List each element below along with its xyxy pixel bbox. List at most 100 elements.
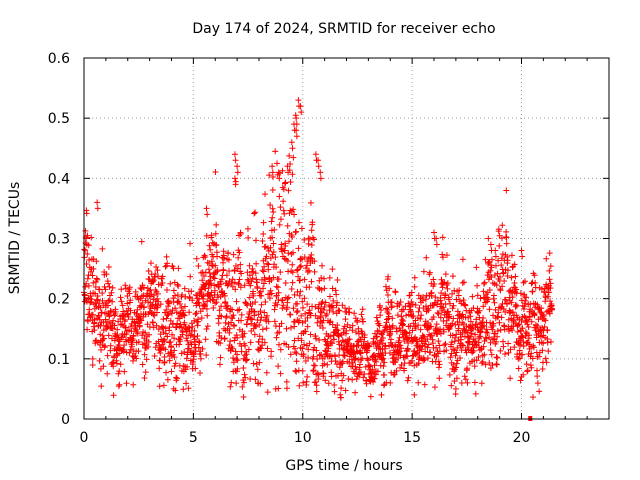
data-point [293,127,300,134]
data-point [336,307,343,314]
data-point [516,347,523,354]
data-point [135,338,142,345]
data-point [163,315,170,322]
data-point [505,340,512,347]
data-point [269,163,276,170]
data-point [253,260,260,267]
data-point [234,307,241,314]
data-point [455,325,462,332]
data-point [258,345,265,352]
data-point [349,359,356,366]
data-point [289,145,296,152]
data-point [295,97,302,104]
data-point [539,347,546,354]
data-point [503,234,510,241]
data-point [293,309,300,316]
data-point [257,317,264,324]
data-point [175,298,182,305]
data-point [159,273,166,280]
data-point [309,219,316,226]
data-point [518,373,525,380]
data-point [154,290,161,297]
data-point [422,348,429,355]
data-point [380,363,387,370]
data-point [211,275,218,282]
data-point [124,300,131,307]
data-point [84,250,91,257]
data-point [418,312,425,319]
data-point [277,204,284,211]
data-point [365,342,372,349]
data-point [240,364,247,371]
data-point [432,294,439,301]
data-point [277,216,284,223]
data-point [243,321,250,328]
data-point [374,333,381,340]
data-point [487,267,494,274]
data-point [458,336,465,343]
data-point [531,312,538,319]
data-point [495,309,502,316]
data-point [260,231,267,238]
data-point [304,314,311,321]
data-point [544,293,551,300]
data-point [285,238,292,245]
data-point [213,221,220,228]
data-point [168,352,175,359]
data-point [397,364,404,371]
data-point [244,269,251,276]
data-point [481,279,488,286]
data-point [317,305,324,312]
data-point [258,314,265,321]
data-point [480,343,487,350]
data-point [98,383,105,390]
data-point [319,299,326,306]
data-point [175,265,182,272]
data-point [213,241,220,248]
chart-title: Day 174 of 2024, SRMTID for receiver ech… [192,21,495,37]
data-point [329,321,336,328]
data-point [386,285,393,292]
data-point [260,280,267,287]
data-point [405,335,412,342]
data-point [177,300,184,307]
data-point [451,378,458,385]
data-point [93,258,100,265]
data-point [302,357,309,364]
data-point [478,380,485,387]
data-point [313,335,320,342]
data-point [523,294,530,301]
data-point [449,273,456,280]
data-point [310,353,317,360]
data-point [487,319,494,326]
data-point [516,321,523,328]
data-point [376,302,383,309]
y-tick-label: 0.6 [48,51,70,67]
data-point [336,364,343,371]
data-point [333,291,340,298]
data-point [376,322,383,329]
axis-ticks: 0 5 10 15 20 0 0.1 0.2 0.3 0.4 0.5 0.6 [48,51,610,446]
data-point [284,258,291,265]
data-point [442,271,449,278]
data-point [499,222,506,229]
data-point [251,308,258,315]
data-point [360,374,367,381]
data-point [378,391,385,398]
data-point [109,325,116,332]
data-point [147,260,154,267]
data-point [130,332,137,339]
data-point [256,333,263,340]
data-point [200,292,207,299]
data-point [92,338,99,345]
data-point [504,300,511,307]
data-point [439,254,446,261]
data-point [273,283,280,290]
data-point [162,330,169,337]
data-point [312,151,319,158]
data-point [316,336,323,343]
data-point [271,226,278,233]
data-point [187,273,194,280]
data-point [94,296,101,303]
